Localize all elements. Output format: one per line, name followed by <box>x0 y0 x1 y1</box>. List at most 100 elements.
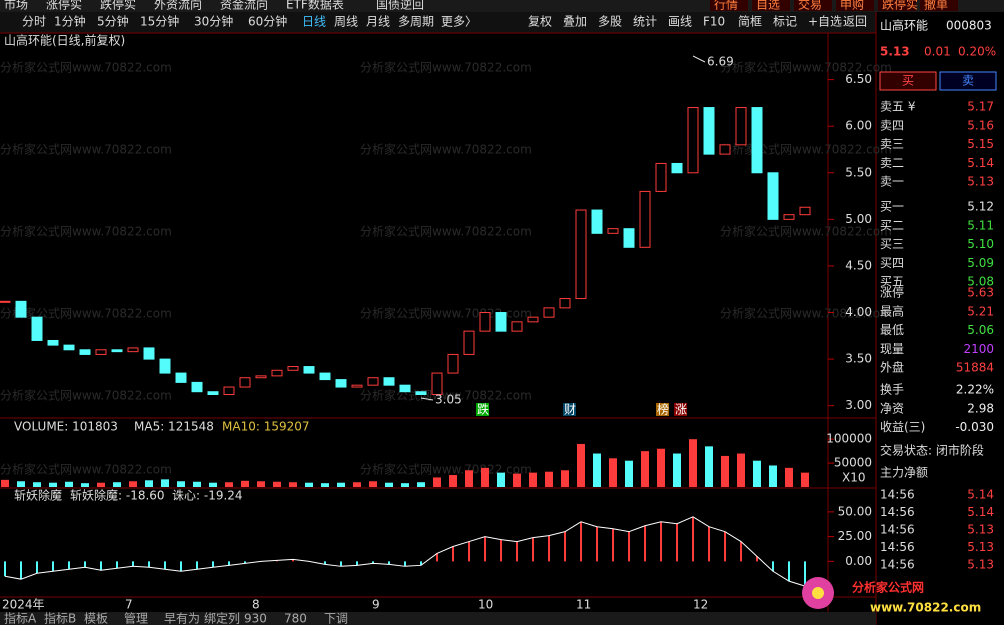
period-tab[interactable]: 15分钟 <box>140 14 179 29</box>
date-label: 7 <box>125 598 133 612</box>
volume-unit: X10 <box>842 471 866 485</box>
volume-bar <box>225 482 233 487</box>
bottom-tab[interactable]: 管理 <box>124 611 148 625</box>
bottom-tab[interactable]: 780 <box>284 612 307 625</box>
period-tab[interactable]: 更多〉 <box>441 15 477 29</box>
menu-item: 资金流向 <box>220 0 268 12</box>
tool-tab[interactable]: 简框 <box>738 15 762 29</box>
tick-price: 5.13 <box>967 540 994 554</box>
candle <box>15 300 27 318</box>
tool-tab[interactable]: 多股 <box>598 15 622 29</box>
tool-tab[interactable]: F10 <box>703 15 725 29</box>
period-tab[interactable]: 周线 <box>334 15 358 29</box>
candle <box>287 366 299 371</box>
stat-value: 2100 <box>963 342 994 356</box>
top-button[interactable] <box>836 0 874 11</box>
candle <box>239 377 251 388</box>
tool-tab[interactable]: 统计 <box>633 15 657 29</box>
bottom-tab[interactable]: 早有为 <box>164 612 200 625</box>
tool-tab[interactable]: 返回 <box>843 15 867 29</box>
book-price: 5.09 <box>967 256 994 270</box>
tick-time: 14:56 <box>880 505 915 519</box>
y-tick-label: 4.00 <box>845 305 872 319</box>
date-label: 12 <box>693 598 708 612</box>
top-button[interactable] <box>710 0 748 11</box>
candle <box>111 349 123 353</box>
sell-button[interactable] <box>939 71 997 91</box>
event-badge[interactable] <box>563 403 576 416</box>
period-tab[interactable]: 多周期 <box>398 15 434 29</box>
book-price: 5.08 <box>967 275 994 289</box>
period-tab[interactable]: 1分钟 <box>54 14 86 29</box>
bottom-tab[interactable]: 指标B <box>44 611 76 625</box>
candle <box>175 372 187 383</box>
tool-tab[interactable]: 复权 <box>528 15 552 29</box>
volume-legend: MA5: 121548 <box>134 420 214 434</box>
volume-bar <box>753 460 761 487</box>
period-tab[interactable]: 5分钟 <box>97 14 129 29</box>
volume-bar <box>561 470 569 487</box>
bottom-tab[interactable]: 下调 <box>324 612 348 625</box>
menu-item: 涨停实 <box>46 0 82 12</box>
event-badge[interactable] <box>656 403 669 416</box>
bottom-bar <box>0 612 876 625</box>
watermark: 分析家公式网www.70822.com <box>0 388 172 403</box>
candle <box>303 366 315 374</box>
period-tab[interactable]: 30分钟 <box>194 14 233 29</box>
y-tick-label: 4.50 <box>845 258 872 272</box>
buy-button[interactable] <box>879 71 937 91</box>
stat-label: 现量 <box>880 342 904 356</box>
y-tick-label: 50.00 <box>838 504 872 518</box>
candle <box>127 347 139 353</box>
volume-bar <box>385 482 393 487</box>
y-tick-label: 3.50 <box>845 352 872 366</box>
volume-bar <box>449 475 457 487</box>
bottom-tab[interactable]: 模板 <box>84 612 108 625</box>
volume-bar <box>657 448 665 487</box>
period-tab[interactable]: 分时 <box>22 15 46 29</box>
event-badge[interactable] <box>674 403 687 416</box>
top-button[interactable] <box>794 0 832 11</box>
period-tab[interactable]: 60分钟 <box>248 14 287 29</box>
candle <box>479 312 491 332</box>
period-tab[interactable]: 日线 <box>302 15 326 29</box>
book-label: 买五 <box>880 275 904 289</box>
candle <box>463 330 475 355</box>
top-button-label: 交易 <box>798 0 822 12</box>
volume-bar <box>289 482 297 487</box>
buy-label: 买 <box>902 74 914 88</box>
candle <box>79 349 91 355</box>
logo-center <box>812 587 824 599</box>
volume-bar <box>481 467 489 487</box>
tool-tab[interactable]: +自选 <box>808 15 842 29</box>
volume-bar <box>641 451 649 487</box>
tool-tab[interactable]: 标记 <box>773 15 797 29</box>
book-label: 卖四 <box>880 118 904 132</box>
candle <box>447 353 459 374</box>
volume-bar <box>433 477 441 487</box>
y-tick-label: 6.50 <box>845 72 872 86</box>
menu-item: 外资流向 <box>154 0 202 12</box>
book-price: 5.16 <box>967 118 994 132</box>
candle <box>223 386 235 396</box>
bottom-tab[interactable]: 指标A <box>4 611 37 625</box>
book-label: 卖五 ¥ <box>880 100 916 114</box>
candle <box>207 391 219 396</box>
top-button[interactable] <box>920 0 958 11</box>
event-label: 财 <box>564 403 576 417</box>
period-tab[interactable]: 月线 <box>366 15 390 29</box>
tool-tab[interactable]: 画线 <box>668 15 692 29</box>
bottom-tab[interactable]: 绑定列 <box>204 611 240 625</box>
tool-tab[interactable]: 叠加 <box>563 15 587 29</box>
book-price: 5.12 <box>967 200 994 214</box>
bottom-tab[interactable]: 930 <box>244 612 267 625</box>
volume-bar <box>161 479 169 487</box>
top-button[interactable] <box>878 0 916 11</box>
candle <box>655 162 667 192</box>
y-tick-label: 5.00 <box>845 212 872 226</box>
event-badge[interactable] <box>476 403 489 416</box>
stat-label: 收益(三) <box>880 420 925 434</box>
tick-time: 14:56 <box>880 488 915 502</box>
high-label: 6.69 <box>707 55 734 69</box>
top-button[interactable] <box>752 0 790 11</box>
